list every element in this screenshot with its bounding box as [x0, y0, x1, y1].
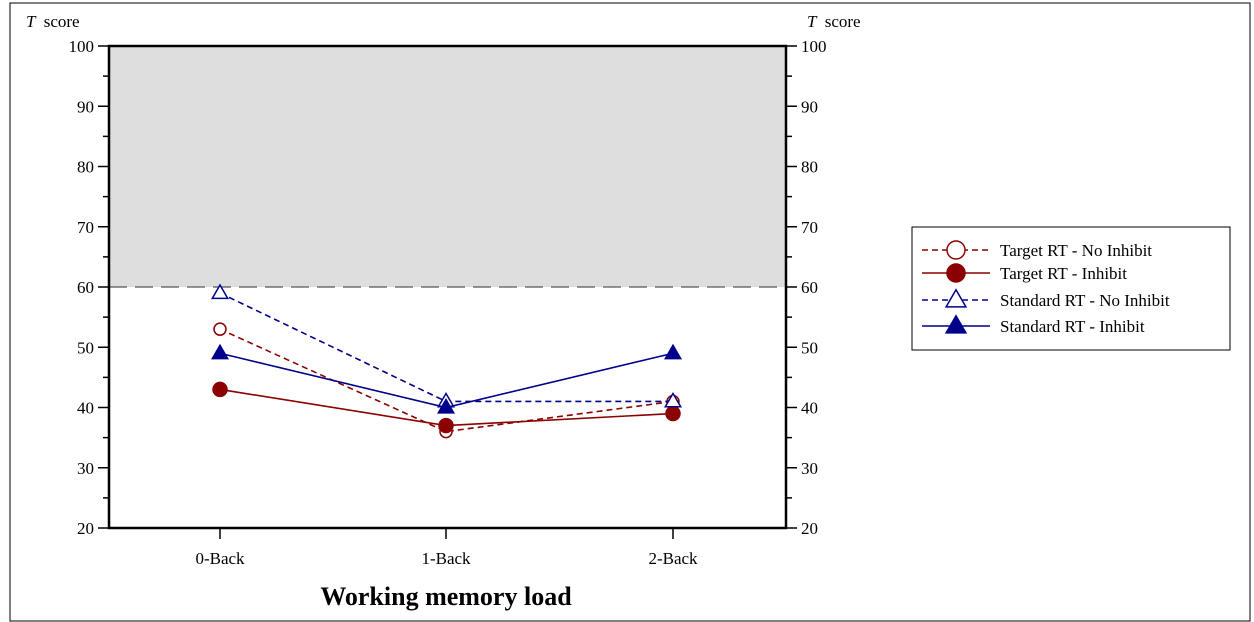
y-axis-label-left: T score — [26, 12, 80, 31]
x-tick-label: 1-Back — [421, 549, 471, 568]
series-2 — [212, 381, 681, 434]
figure-border — [9, 2, 1251, 622]
legend-label: Standard RT - Inhibit — [1000, 317, 1145, 336]
y-tick-label-left: 30 — [77, 459, 94, 478]
y-tick-label-right: 70 — [801, 218, 818, 237]
data-point — [663, 391, 683, 408]
data-point — [210, 283, 230, 300]
y-axis-label-left-word: score — [44, 12, 80, 31]
y-tick-label-left: 100 — [69, 37, 95, 56]
y-tick-label-right: 50 — [801, 338, 818, 357]
legend-marker — [944, 288, 968, 308]
legend-marker — [946, 240, 966, 260]
data-point — [212, 381, 228, 398]
y-tick-label-right: 80 — [801, 158, 818, 177]
y-tick-label-right: 60 — [801, 278, 818, 297]
data-point — [436, 398, 456, 414]
x-tick-label: 2-Back — [648, 549, 698, 568]
series-4 — [210, 343, 683, 414]
data-point — [663, 343, 683, 360]
y-tick-label-right: 90 — [801, 97, 818, 116]
series-line — [219, 292, 673, 403]
legend-label: Target RT - No Inhibit — [1000, 241, 1152, 260]
y-axis-label-left-var: T — [26, 12, 37, 31]
legend-label: Standard RT - No Inhibit — [1000, 291, 1170, 310]
axis-ticks: 20 20 30 30 40 40 50 50 60 60 70 70 80 80 90 90 100 100 0-… — [69, 37, 827, 568]
data-point — [210, 343, 230, 360]
series-line — [219, 328, 674, 433]
legend-label: Target RT - Inhibit — [1000, 264, 1127, 283]
y-tick-label-left: 90 — [77, 97, 94, 116]
legend-marker — [946, 263, 966, 283]
series-layer — [210, 283, 683, 439]
x-axis-label: Working memory load — [320, 582, 572, 611]
series-3 — [210, 283, 683, 408]
y-axis-label-right-word: score — [825, 12, 861, 31]
y-tick-label-left: 70 — [77, 218, 94, 237]
y-tick-label-left: 50 — [77, 338, 94, 357]
y-tick-label-left: 20 — [77, 519, 94, 538]
y-tick-label-left: 60 — [77, 278, 94, 297]
legend-marker — [944, 314, 968, 334]
data-point — [665, 405, 681, 422]
y-tick-label-right: 20 — [801, 519, 818, 538]
y-tick-label-right: 30 — [801, 459, 818, 478]
y-tick-label-left: 80 — [77, 158, 94, 177]
x-tick-label: 0-Back — [195, 549, 245, 568]
y-axis-label-right-var: T — [807, 12, 818, 31]
y-axis-label-right: T score — [807, 12, 861, 31]
data-point — [438, 417, 454, 434]
y-tick-label-right: 100 — [801, 37, 827, 56]
y-tick-label-right: 40 — [801, 399, 818, 418]
data-point — [213, 322, 227, 336]
clinical-range-shade — [109, 46, 786, 287]
legend: Target RT - No Inhibit Target RT - Inhibi… — [911, 226, 1231, 351]
y-tick-label-left: 40 — [77, 399, 94, 418]
